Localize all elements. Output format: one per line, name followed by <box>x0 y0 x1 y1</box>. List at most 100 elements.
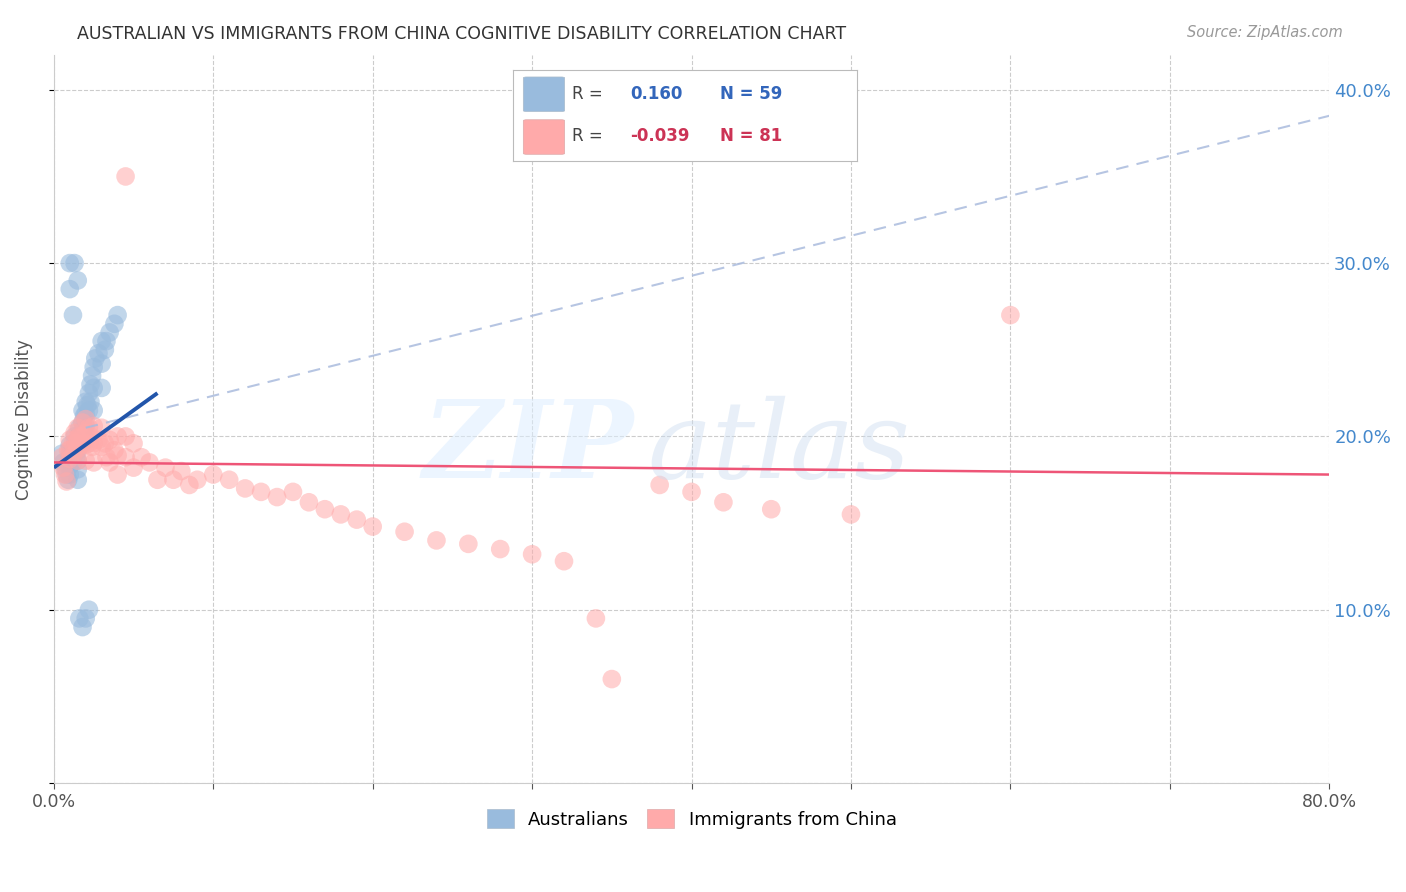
Point <box>75 394 97 409</box>
Point <box>520 547 543 561</box>
Point <box>138 455 160 469</box>
Point <box>52 460 75 475</box>
Point <box>90 440 112 454</box>
Point <box>94 343 117 357</box>
Point <box>56 443 79 458</box>
Point <box>76 398 98 412</box>
Point <box>59 282 82 296</box>
Point <box>79 377 101 392</box>
Point <box>79 394 101 409</box>
Point <box>66 453 89 467</box>
Point <box>66 421 89 435</box>
Point <box>56 473 79 487</box>
Point <box>131 450 153 465</box>
Point <box>202 467 225 482</box>
Point <box>77 386 100 401</box>
Point <box>361 519 384 533</box>
Point <box>83 436 105 450</box>
Point <box>83 360 105 375</box>
Point <box>170 464 193 478</box>
Point <box>72 416 94 430</box>
Point <box>281 484 304 499</box>
Point <box>51 450 73 465</box>
Point <box>394 524 416 539</box>
Point <box>55 475 77 489</box>
Point <box>489 542 512 557</box>
Point <box>77 403 100 417</box>
Text: atlas: atlas <box>647 395 910 500</box>
Text: AUSTRALIAN VS IMMIGRANTS FROM CHINA COGNITIVE DISABILITY CORRELATION CHART: AUSTRALIAN VS IMMIGRANTS FROM CHINA COGN… <box>77 25 846 43</box>
Point <box>65 436 87 450</box>
Point <box>82 368 104 383</box>
Point <box>75 419 97 434</box>
Point <box>66 443 89 458</box>
Point <box>53 467 76 482</box>
Point <box>96 450 118 465</box>
Point <box>59 452 82 467</box>
Point <box>96 334 118 348</box>
Point <box>114 429 136 443</box>
Point <box>98 433 121 447</box>
Point <box>84 351 107 366</box>
Point <box>107 449 129 463</box>
Point <box>107 429 129 443</box>
Point <box>63 442 86 456</box>
Point <box>648 478 671 492</box>
Point <box>90 421 112 435</box>
Point <box>72 429 94 443</box>
Point <box>103 443 125 458</box>
Point <box>425 533 447 548</box>
Point <box>94 436 117 450</box>
Point <box>66 473 89 487</box>
Point <box>59 443 82 458</box>
Point <box>79 429 101 443</box>
Point <box>250 484 273 499</box>
Point <box>72 620 94 634</box>
Point <box>179 478 201 492</box>
Point <box>59 458 82 473</box>
Point <box>83 381 105 395</box>
Point <box>90 381 112 395</box>
Point <box>75 438 97 452</box>
Point <box>346 513 368 527</box>
Text: Source: ZipAtlas.com: Source: ZipAtlas.com <box>1187 25 1343 40</box>
Point <box>457 537 479 551</box>
Point <box>90 334 112 348</box>
Point <box>83 419 105 434</box>
Point <box>75 412 97 426</box>
Point <box>75 611 97 625</box>
Point <box>314 502 336 516</box>
Point <box>66 273 89 287</box>
Point <box>98 326 121 340</box>
Point <box>107 308 129 322</box>
Point <box>59 467 82 482</box>
Point <box>83 455 105 469</box>
Point <box>73 409 96 423</box>
Point <box>162 473 184 487</box>
Point <box>329 508 352 522</box>
Point <box>70 438 93 452</box>
Point <box>600 672 623 686</box>
Point <box>59 453 82 467</box>
Point <box>63 425 86 440</box>
Point <box>72 403 94 417</box>
Point <box>75 425 97 440</box>
Point <box>90 357 112 371</box>
Point <box>73 421 96 435</box>
Point <box>146 473 169 487</box>
Point <box>114 169 136 184</box>
Point <box>839 508 862 522</box>
Point <box>66 433 89 447</box>
Point <box>62 443 84 458</box>
Point <box>103 317 125 331</box>
Point <box>122 460 145 475</box>
Point <box>73 436 96 450</box>
Point <box>67 611 90 625</box>
Point <box>87 346 110 360</box>
Point <box>553 554 575 568</box>
Point <box>55 467 77 482</box>
Point <box>59 438 82 452</box>
Point <box>761 502 783 516</box>
Point <box>218 473 240 487</box>
Point <box>77 421 100 435</box>
